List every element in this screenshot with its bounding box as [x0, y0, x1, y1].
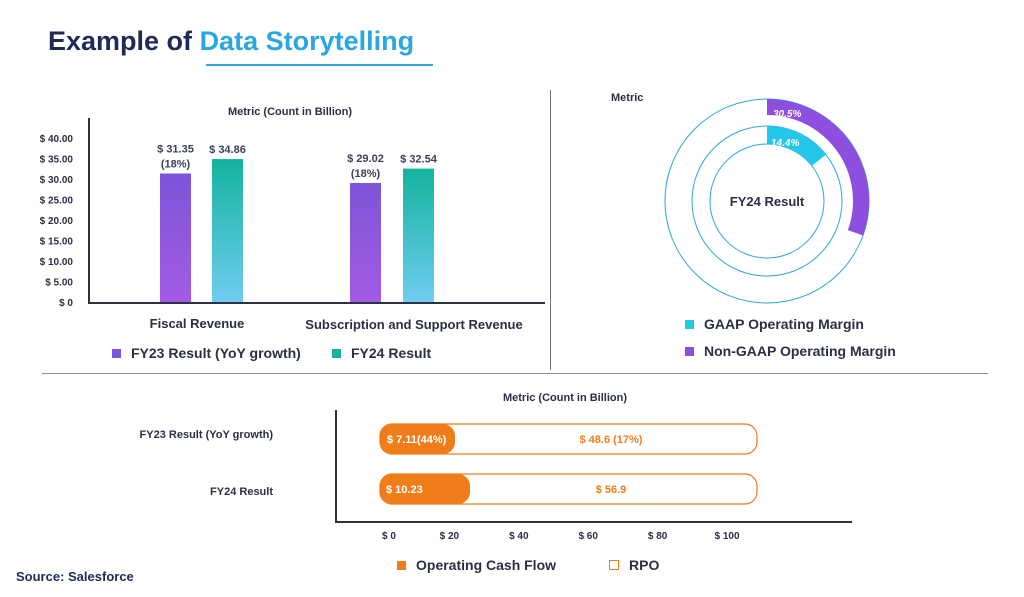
bar [160, 173, 191, 302]
y-tick-label: $ 25.00 [40, 196, 74, 207]
revenue-bar-chart: Metric (Count in Billion) $ 0 $ 5.00 $ 10.… [40, 106, 545, 332]
rpo-value-label: $ 56.9 [596, 484, 627, 496]
legend-swatch-orange [397, 560, 406, 570]
bar-value-label: $ 34.86 [209, 144, 246, 156]
x-tick-label: $ 100 [714, 531, 739, 542]
ring-chart-title: Metric [611, 92, 643, 104]
operating-cash-flow-value-label: $ 10.23 [386, 484, 423, 496]
legend-item-non-gaap: Non-GAAP Operating Margin [685, 343, 896, 359]
x-tick-label: $ 40 [509, 531, 529, 542]
bar-chart-title: Metric (Count in Billion) [228, 106, 352, 118]
y-tick-label: $ 0 [59, 298, 73, 309]
operating-cash-flow-bar [380, 474, 470, 504]
margin-ring-chart: Metric 30.5% 14.4% FY24 Result [611, 92, 870, 304]
gaap-margin-label: 14.4% [771, 138, 799, 149]
y-tick-label: $ 10.00 [40, 257, 74, 268]
y-tick-label: $ 20.00 [40, 216, 74, 227]
legend-swatch-purple [112, 348, 121, 358]
non-gaap-margin-arc [767, 99, 869, 236]
hbar-category-label: FY24 Result [210, 486, 273, 498]
legend-item-gaap: GAAP Operating Margin [685, 316, 864, 332]
legend-label: FY24 Result [351, 345, 432, 361]
legend-label: FY23 Result (YoY growth) [131, 345, 301, 361]
bar-growth-label: (18%) [161, 158, 191, 170]
operating-cash-flow-bar [380, 424, 455, 454]
y-tick-label: $ 5.00 [45, 278, 73, 289]
bar [403, 168, 434, 302]
legend-label: GAAP Operating Margin [704, 316, 864, 332]
legend-swatch-outline [609, 560, 619, 570]
legend-item-rpo: RPO [609, 557, 659, 573]
legend-swatch-teal [332, 348, 341, 358]
y-tick-label: $ 40.00 [40, 134, 74, 145]
vertical-divider [550, 90, 551, 370]
bar-value-label: $ 29.02 [347, 153, 384, 165]
horizontal-divider [42, 373, 988, 374]
hbar-category-label: FY23 Result (YoY growth) [140, 429, 274, 441]
legend-item-fy23: FY23 Result (YoY growth) [112, 345, 301, 361]
legend-item-operating-cash-flow: Operating Cash Flow [397, 557, 556, 573]
gaap-margin-arc [767, 126, 826, 166]
page-title: Example of Data Storytelling [48, 26, 414, 57]
bar-growth-label: (18%) [351, 168, 381, 180]
title-underline [206, 64, 433, 66]
ring-center-label: FY24 Result [730, 194, 805, 209]
page-title-prefix: Example of [48, 26, 193, 56]
bar [350, 183, 381, 302]
bar [212, 159, 243, 302]
legend-label: RPO [629, 557, 660, 573]
y-tick-label: $ 35.00 [40, 155, 74, 166]
x-tick-label: $ 60 [578, 531, 598, 542]
legend-label: Non-GAAP Operating Margin [704, 343, 896, 359]
x-tick-label: $ 80 [648, 531, 668, 542]
bar-chart-category-label: Fiscal Revenue [150, 316, 245, 331]
rpo-value-label: $ 48.6 (17%) [580, 434, 643, 446]
source-note: Source: Salesforce [16, 569, 134, 584]
x-tick-label: $ 20 [440, 531, 460, 542]
legend-label: Operating Cash Flow [416, 557, 557, 573]
bar-chart-category-label: Subscription and Support Revenue [305, 317, 522, 332]
hbar-chart-title: Metric (Count in Billion) [503, 392, 627, 404]
legend-swatch-purple [685, 346, 694, 356]
x-tick-label: $ 0 [382, 531, 396, 542]
cash-flow-bar-chart: Metric (Count in Billion) FY23 Result (Y… [140, 392, 852, 542]
non-gaap-margin-label: 30.5% [773, 109, 801, 120]
page-title-highlight: Data Storytelling [199, 26, 415, 56]
bar-value-label: $ 31.35 [157, 143, 194, 155]
bar-value-label: $ 32.54 [400, 154, 438, 166]
legend-item-fy24: FY24 Result [332, 345, 431, 361]
operating-cash-flow-value-label: $ 7.11(44%) [387, 434, 447, 446]
legend-swatch-cyan [685, 319, 694, 329]
y-tick-label: $ 30.00 [40, 175, 74, 186]
y-tick-label: $ 15.00 [40, 237, 74, 248]
